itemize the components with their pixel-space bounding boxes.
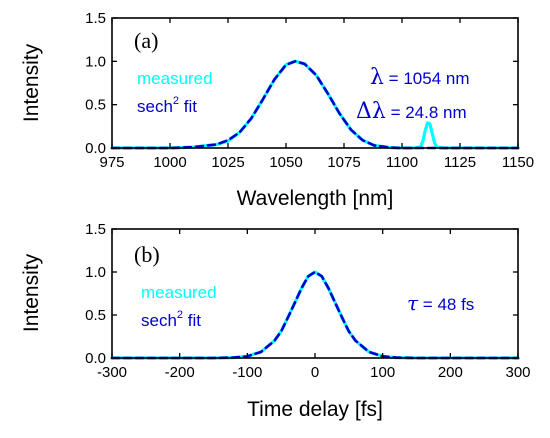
panel-a-y-tick-label: 0.0 [85,140,106,157]
panel-a-legend-fit-exponent: 2 [173,95,179,107]
panel-a-y-tick-label: 1.5 [85,10,106,27]
panel-b-annotation-tau: τ = 48 fs [407,291,474,315]
panel-b-y-tick-label: 0.5 [85,307,106,324]
panel-b-x-tick-label: 100 [370,364,395,381]
panel-a-legend-fit: sech2 fit [137,95,197,116]
lambda-value: = 1054 nm [384,69,470,88]
panel-b-legend-measured: measured [141,283,217,302]
panel-a-y-ticks: 0.0 0.5 1.0 1.5 [85,10,518,157]
panel-a-y-axis-title: Intensity [20,43,43,122]
panel-a-x-tick-label: 1125 [444,154,476,171]
panel-a-annotation-dlambda: Δλ = 24.8 nm [356,99,467,124]
dlambda-symbol: Δλ [356,99,386,124]
panel-b-label: (b) [134,242,160,267]
panel-a-x-axis-title: Wavelength [nm] [237,187,394,210]
panel-b-x-tick-label: 200 [438,364,463,381]
panel-a-legend-measured: measured [137,69,213,88]
panel-b-legend-fit-sech: sech [141,311,177,330]
panel-b-x-tick-label: 0 [311,364,319,381]
panel-a-x-tick-label: 1000 [153,154,186,171]
panel-a-x-tick-label: 975 [99,154,124,171]
panel-a: 0.0 0.5 1.0 1.5 975 1000 1025 1050 1075 1100 1125… [20,10,534,210]
panel-b-x-tick-label: -200 [165,364,195,381]
panel-b-legend-fit-suffix: fit [183,311,201,330]
tau-value: = 48 fs [418,295,474,314]
panel-b-x-tick-label: -300 [97,364,127,381]
panel-b-y-tick-label: 1.0 [85,264,106,281]
panel-a-x-ticks: 975 1000 1025 1050 1075 1100 1125 1150 [99,18,534,171]
panel-b-y-ticks: 0.0 0.5 1.0 1.5 [85,221,518,367]
panel-a-x-tick-label: 1075 [327,154,360,171]
dlambda-value: = 24.8 nm [386,103,467,122]
panel-b-y-tick-label: 0.0 [85,350,106,367]
panel-a-legend-fit-suffix: fit [179,97,197,116]
panel-b-x-tick-label: -100 [232,364,262,381]
panel-b-x-tick-label: 300 [505,364,530,381]
panel-a-x-tick-label: 1100 [386,154,418,171]
panel-b: 0.00.51.01.5 -300 -200 -100 0 100 200 300 (b) … [20,221,531,421]
panel-b-legend-fit-exponent: 2 [177,309,183,321]
panel-b-series [110,270,520,360]
panel-a-x-tick-label: 1150 [502,154,534,171]
panel-a-label: (a) [134,28,158,53]
panel-a-y-tick-label: 1.0 [85,53,106,70]
tau-symbol: τ [407,291,419,315]
panel-b-x-ticks: -300 -200 -100 0 100 200 300 [97,229,531,381]
panel-a-x-tick-label: 1050 [269,154,302,171]
panel-a-series-fit-line [110,59,520,150]
panel-a-legend-fit-sech: sech [137,97,173,116]
panel-a-plot-frame [111,17,519,149]
panel-a-series [110,59,520,150]
panel-a-x-tick-label: 1025 [211,154,244,171]
lambda-symbol: λ [370,65,384,90]
panel-a-y-tick-label: 0.5 [85,97,106,114]
panel-a-annotation-lambda: λ = 1054 nm [370,65,469,90]
panel-b-x-axis-title: Time delay [fs] [247,398,383,421]
panel-b-legend-fit: sech2 fit [141,309,201,330]
panel-b-y-tick-label: 1.5 [85,221,106,238]
panel-b-y-axis-title: Intensity [20,253,43,332]
panel-b-series-fit-line [110,270,520,360]
